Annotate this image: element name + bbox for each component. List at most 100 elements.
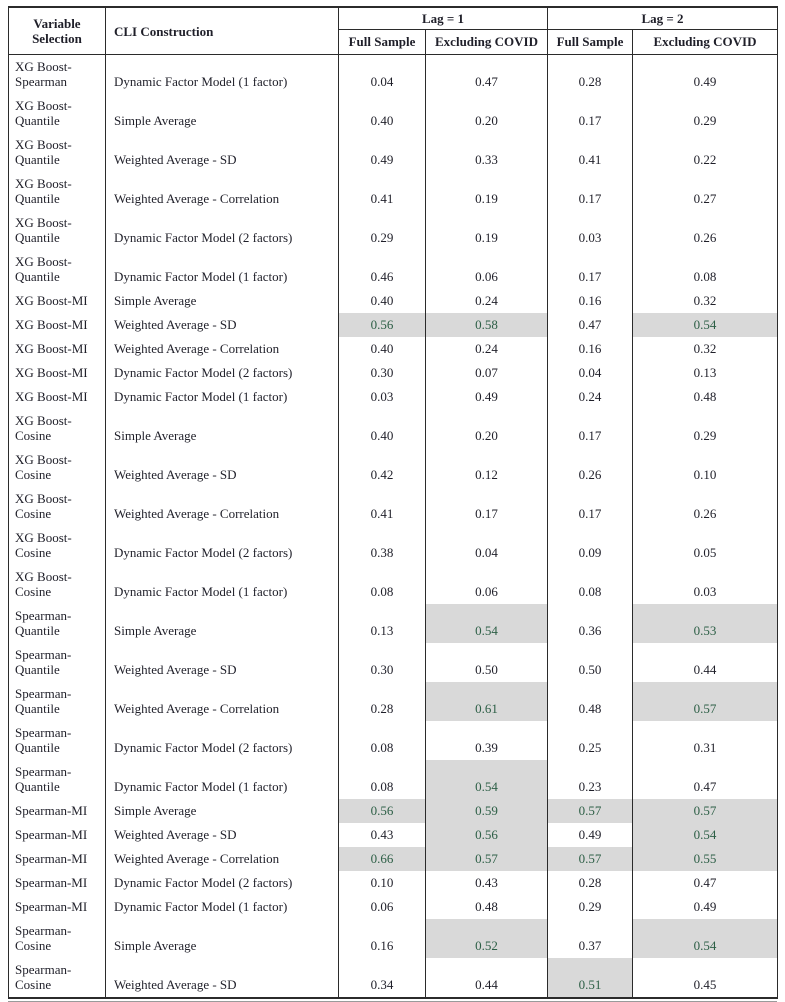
construction-cell: Dynamic Factor Model (2 factors)	[105, 526, 339, 565]
header-cli-construction: CLI Construction	[105, 7, 339, 55]
table-row: XG Boost-MI Dynamic Factor Model (2 facto…	[8, 361, 778, 385]
variable-cell: Spearman-Quantile	[8, 643, 106, 682]
value-cell: 0.10	[338, 871, 426, 895]
value-cell: 0.08	[338, 721, 426, 760]
value-cell: 0.50	[547, 643, 633, 682]
table-row: XG Boost-Quantile Dynamic Factor Model (1…	[8, 250, 778, 289]
table-row: XG Boost-Quantile Simple Average 0.40 0.20 0…	[8, 94, 778, 133]
value-cell: 0.40	[338, 94, 426, 133]
value-cell: 0.47	[425, 54, 548, 94]
value-cell: 0.24	[425, 337, 548, 361]
table-row: Spearman-Quantile Weighted Average - SD 0.…	[8, 643, 778, 682]
value-cell: 0.06	[425, 565, 548, 604]
variable-cell: XG Boost-Quantile	[8, 250, 106, 289]
value-cell: 0.16	[547, 289, 633, 313]
value-cell: 0.36	[547, 604, 633, 643]
value-cell: 0.42	[338, 448, 426, 487]
table-row: XG Boost-Spearman Dynamic Factor Model (1…	[8, 54, 778, 94]
value-cell: 0.47	[632, 760, 778, 799]
construction-cell: Weighted Average - Correlation	[105, 337, 339, 361]
construction-cell: Dynamic Factor Model (1 factor)	[105, 385, 339, 409]
variable-cell: XG Boost-Quantile	[8, 211, 106, 250]
variable-cell: XG Boost-Cosine	[8, 526, 106, 565]
construction-cell: Simple Average	[105, 604, 339, 643]
value-cell: 0.08	[547, 565, 633, 604]
variable-cell: XG Boost-Spearman	[8, 54, 106, 94]
value-cell: 0.28	[547, 54, 633, 94]
value-cell: 0.05	[632, 526, 778, 565]
table-row: XG Boost-Cosine Weighted Average - Correl…	[8, 487, 778, 526]
table-row: Spearman-Cosine Weighted Average - SD 0.34…	[8, 958, 778, 998]
value-cell: 0.54	[632, 919, 778, 958]
value-cell: 0.49	[632, 895, 778, 919]
value-cell: 0.54	[632, 313, 778, 337]
construction-cell: Dynamic Factor Model (1 factor)	[105, 895, 339, 919]
value-cell: 0.08	[338, 760, 426, 799]
value-cell: 0.51	[547, 958, 633, 998]
table-row: Spearman-MI Weighted Average - SD 0.43 0.56…	[8, 823, 778, 847]
value-cell: 0.29	[632, 409, 778, 448]
construction-cell: Weighted Average - Correlation	[105, 847, 339, 871]
value-cell: 0.53	[632, 604, 778, 643]
construction-cell: Weighted Average - SD	[105, 133, 339, 172]
table-row: Spearman-MI Weighted Average - Correlatio…	[8, 847, 778, 871]
value-cell: 0.40	[338, 409, 426, 448]
value-cell: 0.24	[547, 385, 633, 409]
value-cell: 0.45	[632, 958, 778, 998]
table-row: Spearman-Quantile Weighted Average - Corr…	[8, 682, 778, 721]
header-lag-2: Lag = 2	[547, 7, 778, 30]
value-cell: 0.06	[425, 250, 548, 289]
construction-cell: Simple Average	[105, 919, 339, 958]
value-cell: 0.41	[338, 172, 426, 211]
value-cell: 0.17	[547, 94, 633, 133]
header-full-sample-lag2: Full Sample	[547, 29, 633, 55]
value-cell: 0.66	[338, 847, 426, 871]
value-cell: 0.57	[547, 847, 633, 871]
value-cell: 0.30	[338, 643, 426, 682]
value-cell: 0.26	[632, 487, 778, 526]
table-row: Spearman-MI Dynamic Factor Model (2 facto…	[8, 871, 778, 895]
value-cell: 0.16	[338, 919, 426, 958]
value-cell: 0.49	[425, 385, 548, 409]
header-lag-1: Lag = 1	[338, 7, 548, 30]
value-cell: 0.57	[632, 799, 778, 823]
construction-cell: Weighted Average - Correlation	[105, 172, 339, 211]
construction-cell: Dynamic Factor Model (2 factors)	[105, 871, 339, 895]
value-cell: 0.44	[632, 643, 778, 682]
construction-cell: Weighted Average - SD	[105, 958, 339, 998]
value-cell: 0.61	[425, 682, 548, 721]
value-cell: 0.03	[632, 565, 778, 604]
value-cell: 0.43	[338, 823, 426, 847]
value-cell: 0.54	[425, 760, 548, 799]
value-cell: 0.22	[632, 133, 778, 172]
value-cell: 0.08	[338, 565, 426, 604]
value-cell: 0.28	[547, 871, 633, 895]
value-cell: 0.56	[338, 799, 426, 823]
value-cell: 0.56	[338, 313, 426, 337]
table-row: XG Boost-MI Simple Average 0.40 0.24 0.16 0.3…	[8, 289, 778, 313]
value-cell: 0.32	[632, 289, 778, 313]
value-cell: 0.16	[547, 337, 633, 361]
table-row: XG Boost-MI Dynamic Factor Model (1 facto…	[8, 385, 778, 409]
value-cell: 0.17	[547, 487, 633, 526]
value-cell: 0.44	[425, 958, 548, 998]
variable-cell: XG Boost-Quantile	[8, 172, 106, 211]
value-cell: 0.07	[425, 361, 548, 385]
variable-cell: XG Boost-MI	[8, 313, 106, 337]
value-cell: 0.57	[632, 682, 778, 721]
variable-cell: Spearman-Cosine	[8, 958, 106, 998]
value-cell: 0.04	[425, 526, 548, 565]
value-cell: 0.04	[547, 361, 633, 385]
value-cell: 0.33	[425, 133, 548, 172]
value-cell: 0.47	[547, 313, 633, 337]
table-row: XG Boost-MI Weighted Average - Correlatio…	[8, 337, 778, 361]
variable-cell: XG Boost-MI	[8, 289, 106, 313]
value-cell: 0.20	[425, 409, 548, 448]
value-cell: 0.39	[425, 721, 548, 760]
value-cell: 0.29	[547, 895, 633, 919]
value-cell: 0.37	[547, 919, 633, 958]
variable-cell: XG Boost-Cosine	[8, 448, 106, 487]
table-row: Spearman-Cosine Simple Average 0.16 0.52 0.3…	[8, 919, 778, 958]
construction-cell: Weighted Average - Correlation	[105, 682, 339, 721]
variable-cell: Spearman-MI	[8, 871, 106, 895]
